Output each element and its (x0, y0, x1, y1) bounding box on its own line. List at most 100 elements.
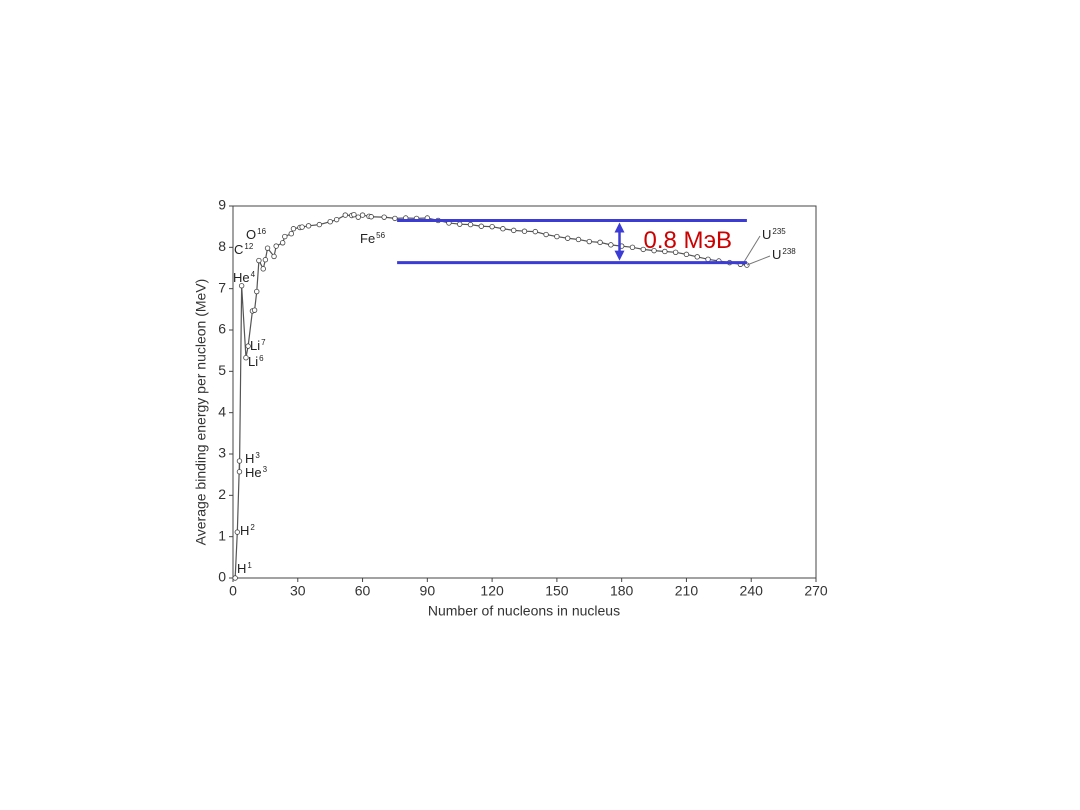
data-point (271, 253, 277, 260)
x-tick-label: 90 (420, 583, 436, 599)
data-point (597, 239, 603, 246)
isotope-symbol: C (234, 242, 243, 257)
data-point (381, 214, 387, 220)
isotope-symbol: He (233, 270, 250, 285)
data-point (355, 214, 361, 220)
data-point (640, 246, 646, 253)
isotope-mass: 7 (261, 338, 266, 347)
data-point (236, 458, 243, 464)
isotope-symbol: Li (248, 354, 258, 369)
data-point (662, 248, 668, 255)
y-tick-label: 3 (218, 445, 226, 461)
x-tick-label: 240 (740, 583, 764, 599)
data-point (236, 469, 243, 475)
data-point (705, 256, 711, 263)
data-point (629, 244, 636, 251)
x-tick-label: 150 (545, 583, 569, 599)
data-point (500, 226, 506, 232)
isotope-label: He4 (233, 270, 256, 285)
isotope-label: O16 (246, 227, 267, 242)
data-point (279, 240, 286, 246)
isotope-symbol: U (772, 247, 781, 262)
data-point (290, 226, 297, 232)
isotope-label: He3 (245, 465, 268, 480)
data-point (467, 221, 474, 228)
isotope-label: U235 (762, 227, 786, 242)
isotope-label: H2 (240, 523, 255, 538)
isotope-symbol: Fe (360, 231, 375, 246)
data-point (575, 236, 582, 243)
isotope-mass: 238 (782, 247, 796, 256)
y-tick-label: 2 (218, 486, 226, 502)
y-tick-label: 0 (218, 569, 226, 585)
arrow-head (614, 250, 625, 261)
data-point (672, 249, 679, 255)
isotope-symbol: Li (250, 338, 260, 353)
data-point (299, 224, 305, 230)
data-point (282, 233, 288, 240)
data-point (359, 212, 366, 218)
data-point (351, 211, 357, 218)
data-point (305, 223, 312, 229)
isotope-mass: 2 (250, 523, 255, 532)
x-tick-label: 30 (290, 583, 306, 599)
isotope-mass: 3 (255, 451, 260, 460)
x-tick-label: 60 (355, 583, 371, 599)
data-point (342, 212, 348, 218)
data-point (683, 251, 690, 258)
data-point (608, 242, 614, 248)
isotope-mass: 56 (376, 231, 385, 240)
isotope-symbol: O (246, 227, 256, 242)
isotope-mass: 1 (247, 561, 252, 570)
leader-line (743, 235, 761, 263)
x-axis-label: Number of nucleons in nucleus (428, 603, 620, 619)
data-point (251, 307, 258, 313)
isotope-symbol: H (245, 451, 254, 466)
data-point (264, 245, 271, 251)
data-point (316, 221, 323, 228)
isotope-label: H3 (245, 451, 260, 466)
data-point (554, 233, 560, 240)
data-point (521, 228, 528, 234)
arrow-head (614, 222, 625, 233)
isotope-mass: 3 (263, 465, 268, 474)
x-tick-label: 0 (229, 583, 237, 599)
isotope-label: C12 (234, 242, 254, 257)
y-tick-label: 5 (218, 362, 226, 378)
data-point (478, 223, 485, 229)
y-tick-label: 9 (218, 197, 226, 213)
isotope-mass: 6 (259, 354, 264, 363)
data-point (586, 238, 592, 245)
data-point (288, 230, 294, 237)
isotope-label: H1 (237, 561, 252, 576)
data-point (392, 215, 398, 222)
data-point (256, 257, 262, 264)
isotope-mass: 235 (772, 227, 786, 236)
isotope-symbol: H (240, 523, 249, 538)
data-point (243, 354, 249, 361)
data-point (333, 216, 340, 223)
data-point (234, 529, 241, 535)
plot-frame (232, 205, 817, 579)
data-point (457, 221, 463, 227)
isotope-label: U238 (772, 247, 796, 262)
isotope-symbol: H (237, 561, 246, 576)
data-point (511, 227, 517, 234)
data-point (260, 266, 266, 272)
data-point (651, 247, 657, 254)
leader-line (746, 255, 771, 266)
data-point (543, 231, 549, 238)
data-point (694, 254, 700, 260)
data-point (532, 228, 538, 235)
isotope-symbol: He (245, 465, 262, 480)
data-point (564, 235, 571, 241)
data-point (232, 575, 238, 581)
annotation-text: 0.8 МэВ (644, 227, 733, 254)
data-point (273, 243, 279, 249)
y-tick-label: 7 (218, 279, 226, 295)
x-tick-label: 120 (480, 583, 504, 599)
y-tick-label: 8 (218, 238, 226, 254)
y-tick-label: 6 (218, 321, 226, 337)
isotope-symbol: U (762, 227, 771, 242)
